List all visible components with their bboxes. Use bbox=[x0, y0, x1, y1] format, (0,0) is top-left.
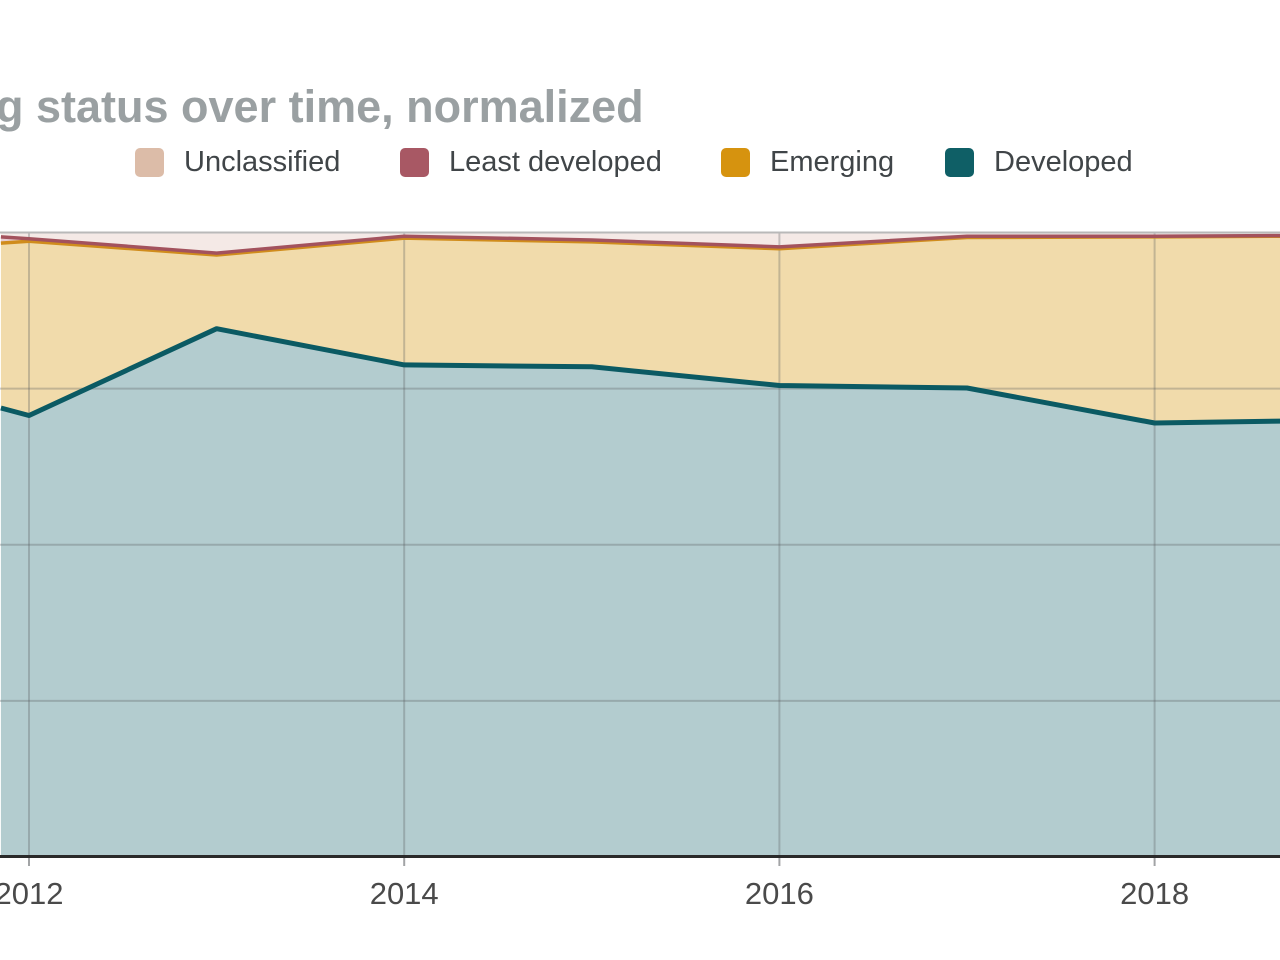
series-line-developed bbox=[0, 326, 1280, 426]
legend-item-least-developed: Least developed bbox=[400, 146, 662, 178]
legend-swatch-icon bbox=[945, 147, 974, 177]
legend-label: Emerging bbox=[770, 145, 895, 178]
legend-label: Least developed bbox=[449, 145, 662, 178]
x-axis-tick-label: 2016 bbox=[744, 876, 814, 911]
x-axis-tick-label: 2012 bbox=[0, 876, 64, 911]
legend-item-emerging: Emerging bbox=[721, 146, 894, 178]
legend-swatch-icon bbox=[721, 147, 750, 177]
legend-label: Developed bbox=[994, 145, 1133, 178]
area-fill-developed bbox=[0, 328, 1280, 857]
legend-label: Unclassified bbox=[184, 145, 341, 178]
legend-swatch-icon bbox=[400, 147, 429, 177]
legend-item-developed: Developed bbox=[945, 146, 1133, 178]
legend-item-unclassified: Unclassified bbox=[135, 146, 340, 178]
chart-title: g status over time, normalized bbox=[0, 81, 644, 133]
series-line-least-developed bbox=[0, 233, 1280, 255]
legend-swatch-icon bbox=[135, 147, 164, 177]
x-axis-tick-label: 2014 bbox=[369, 876, 439, 911]
legend: Unclassified Least developed Emerging Devel… bbox=[0, 146, 1280, 180]
x-axis-tick-label: 2018 bbox=[1120, 876, 1190, 911]
area-fill-emerging bbox=[0, 236, 1280, 423]
area-fill-unclassified bbox=[0, 232, 1280, 254]
